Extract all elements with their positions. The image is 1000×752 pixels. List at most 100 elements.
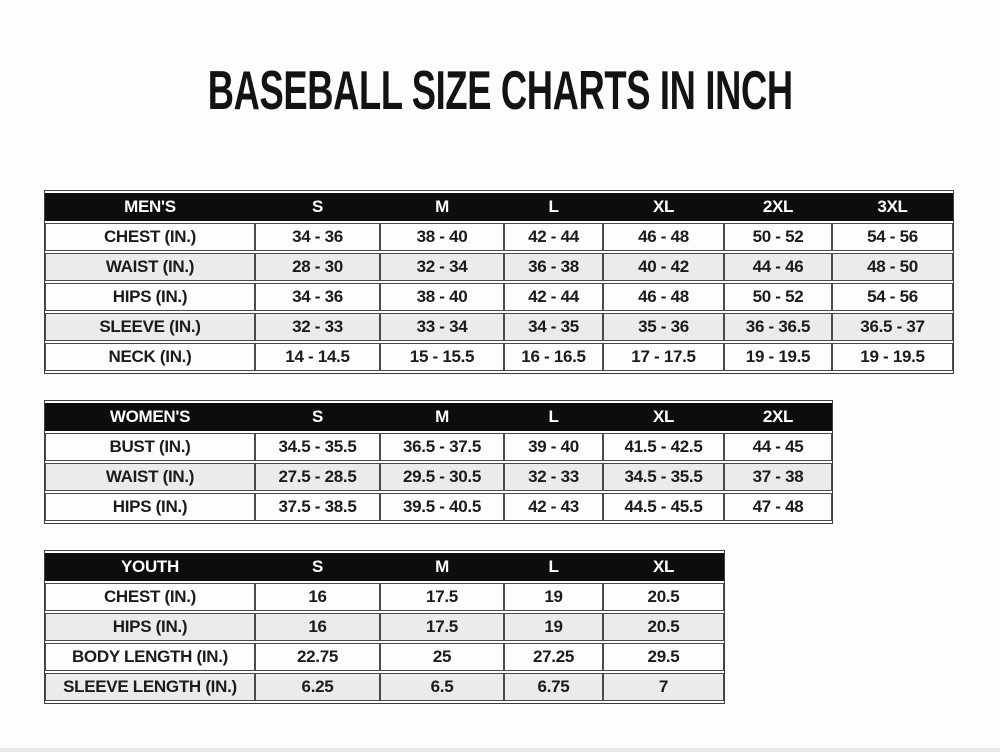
womens-size-table: WOMEN'S S M L XL 2XL BUST (IN.) 34.5 - 35.5 36.5… (44, 400, 833, 524)
size-value-cell: 50 - 52 (724, 223, 832, 251)
table-row: NECK (IN.) 14 - 14.5 15 - 15.5 16 - 16.5 17 … (45, 343, 953, 371)
row-label: HIPS (IN.) (45, 283, 255, 311)
column-header: S (255, 403, 380, 431)
size-value-cell: 34 - 35 (504, 313, 603, 341)
size-value-cell: 29.5 (603, 643, 724, 671)
column-header: XL (603, 403, 724, 431)
size-value-cell: 44 - 45 (724, 433, 832, 461)
size-value-cell: 25 (380, 643, 504, 671)
size-value-cell: 47 - 48 (724, 493, 832, 521)
size-value-cell: 32 - 33 (504, 463, 603, 491)
table-title-cell: MEN'S (45, 193, 255, 221)
size-value-cell: 17.5 (380, 583, 504, 611)
column-header: M (380, 403, 504, 431)
size-value-cell: 15 - 15.5 (380, 343, 504, 371)
row-label: WAIST (IN.) (45, 253, 255, 281)
size-value-cell: 19 (504, 613, 603, 641)
size-value-cell: 6.25 (255, 673, 380, 701)
size-value-cell: 16 - 16.5 (504, 343, 603, 371)
size-value-cell: 34.5 - 35.5 (255, 433, 380, 461)
column-header: XL (603, 193, 724, 221)
size-value-cell: 19 - 19.5 (724, 343, 832, 371)
table-title-cell: WOMEN'S (45, 403, 255, 431)
size-value-cell: 19 (504, 583, 603, 611)
size-value-cell: 42 - 44 (504, 223, 603, 251)
row-label: HIPS (IN.) (45, 493, 255, 521)
header-row: WOMEN'S S M L XL 2XL (45, 403, 832, 431)
size-value-cell: 27.25 (504, 643, 603, 671)
size-value-cell: 44 - 46 (724, 253, 832, 281)
size-value-cell: 33 - 34 (380, 313, 504, 341)
table-row: BODY LENGTH (IN.) 22.75 25 27.25 29.5 (45, 643, 724, 671)
column-header: L (504, 553, 603, 581)
table-row: HIPS (IN.) 16 17.5 19 20.5 (45, 613, 724, 641)
size-value-cell: 14 - 14.5 (255, 343, 380, 371)
row-label: CHEST (IN.) (45, 583, 255, 611)
size-value-cell: 6.75 (504, 673, 603, 701)
column-header: L (504, 193, 603, 221)
size-value-cell: 50 - 52 (724, 283, 832, 311)
youth-size-table: YOUTH S M L XL CHEST (IN.) 16 17.5 19 20.5 HIPS (I… (44, 550, 725, 704)
row-label: BUST (IN.) (45, 433, 255, 461)
size-value-cell: 37.5 - 38.5 (255, 493, 380, 521)
column-header: M (380, 553, 504, 581)
table-row: CHEST (IN.) 16 17.5 19 20.5 (45, 583, 724, 611)
table-row: SLEEVE (IN.) 32 - 33 33 - 34 34 - 35 35 - 36… (45, 313, 953, 341)
size-value-cell: 16 (255, 613, 380, 641)
size-value-cell: 36.5 - 37 (832, 313, 953, 341)
header-row: YOUTH S M L XL (45, 553, 724, 581)
size-value-cell: 39.5 - 40.5 (380, 493, 504, 521)
page-title-text: BASEBALL SIZE CHARTS IN INCH (207, 59, 793, 121)
column-header: M (380, 193, 504, 221)
size-value-cell: 28 - 30 (255, 253, 380, 281)
size-value-cell: 39 - 40 (504, 433, 603, 461)
table-row: BUST (IN.) 34.5 - 35.5 36.5 - 37.5 39 - 40 4… (45, 433, 832, 461)
column-header: L (504, 403, 603, 431)
size-value-cell: 29.5 - 30.5 (380, 463, 504, 491)
size-value-cell: 36.5 - 37.5 (380, 433, 504, 461)
bottom-edge-strip (0, 748, 1000, 752)
size-value-cell: 16 (255, 583, 380, 611)
size-value-cell: 6.5 (380, 673, 504, 701)
size-value-cell: 17 - 17.5 (603, 343, 724, 371)
row-label: SLEEVE (IN.) (45, 313, 255, 341)
size-value-cell: 48 - 50 (832, 253, 953, 281)
size-value-cell: 27.5 - 28.5 (255, 463, 380, 491)
size-value-cell: 44.5 - 45.5 (603, 493, 724, 521)
table-row: SLEEVE LENGTH (IN.) 6.25 6.5 6.75 7 (45, 673, 724, 701)
row-label: NECK (IN.) (45, 343, 255, 371)
column-header: 3XL (832, 193, 953, 221)
size-value-cell: 38 - 40 (380, 283, 504, 311)
size-value-cell: 54 - 56 (832, 223, 953, 251)
size-value-cell: 34 - 36 (255, 223, 380, 251)
size-chart-page: BASEBALL SIZE CHARTS IN INCH MEN'S S M L XL 2… (0, 59, 1000, 752)
size-value-cell: 36 - 38 (504, 253, 603, 281)
size-value-cell: 54 - 56 (832, 283, 953, 311)
size-value-cell: 42 - 43 (504, 493, 603, 521)
size-value-cell: 46 - 48 (603, 283, 724, 311)
size-value-cell: 22.75 (255, 643, 380, 671)
table-row: WAIST (IN.) 28 - 30 32 - 34 36 - 38 40 - 42 4… (45, 253, 953, 281)
row-label: HIPS (IN.) (45, 613, 255, 641)
row-label: WAIST (IN.) (45, 463, 255, 491)
size-value-cell: 41.5 - 42.5 (603, 433, 724, 461)
size-value-cell: 40 - 42 (603, 253, 724, 281)
column-header: 2XL (724, 193, 832, 221)
size-value-cell: 7 (603, 673, 724, 701)
size-value-cell: 34 - 36 (255, 283, 380, 311)
table-row: WAIST (IN.) 27.5 - 28.5 29.5 - 30.5 32 - 33… (45, 463, 832, 491)
size-value-cell: 46 - 48 (603, 223, 724, 251)
column-header: 2XL (724, 403, 832, 431)
size-value-cell: 36 - 36.5 (724, 313, 832, 341)
size-value-cell: 37 - 38 (724, 463, 832, 491)
size-value-cell: 17.5 (380, 613, 504, 641)
column-header: S (255, 193, 380, 221)
table-row: HIPS (IN.) 34 - 36 38 - 40 42 - 44 46 - 48 50… (45, 283, 953, 311)
row-label: SLEEVE LENGTH (IN.) (45, 673, 255, 701)
row-label: BODY LENGTH (IN.) (45, 643, 255, 671)
header-row: MEN'S S M L XL 2XL 3XL (45, 193, 953, 221)
size-value-cell: 20.5 (603, 583, 724, 611)
column-header: S (255, 553, 380, 581)
table-title-cell: YOUTH (45, 553, 255, 581)
size-value-cell: 32 - 33 (255, 313, 380, 341)
